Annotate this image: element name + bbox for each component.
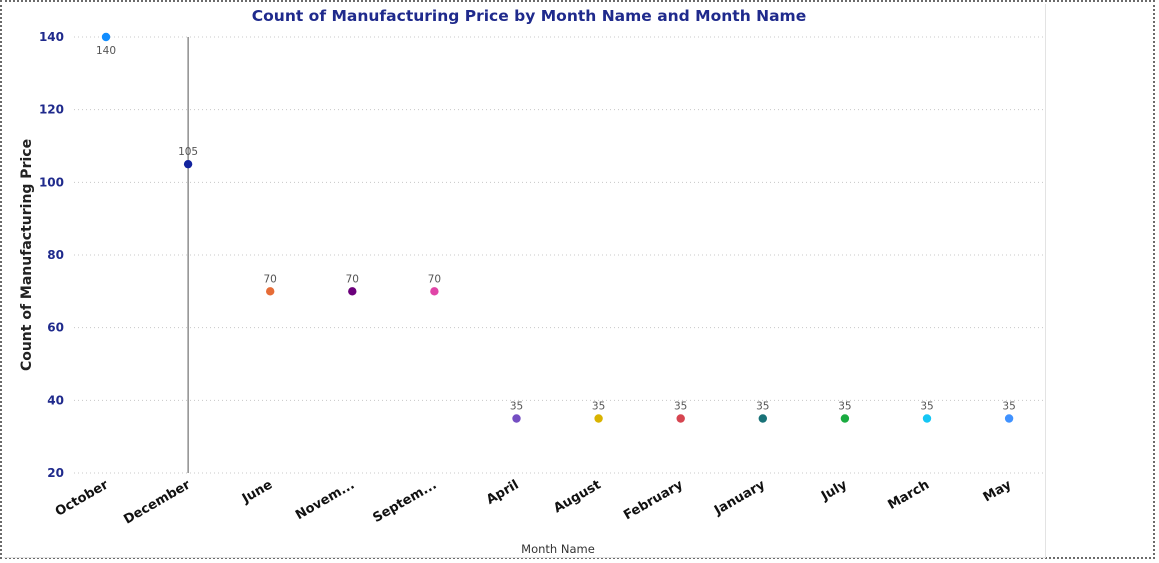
data-label: 35 <box>1002 401 1015 413</box>
data-point <box>183 159 193 169</box>
x-tick-label: December <box>121 477 193 527</box>
data-points: 140 105 70 70 70 35 35 35 35 35 35 35 <box>96 32 1016 423</box>
y-tick-label: 100 <box>39 175 64 189</box>
y-axis-label: Count of Manufacturing Price <box>19 139 35 371</box>
data-point <box>266 287 275 296</box>
gridlines <box>74 36 1043 474</box>
x-tick-label: February <box>621 477 686 523</box>
data-point <box>101 32 111 42</box>
data-point <box>676 414 685 423</box>
x-tick-label: March <box>885 477 932 513</box>
chart-panel <box>4 4 1046 558</box>
x-tick-label: Septem... <box>371 477 440 525</box>
x-tick-label: Novem... <box>293 477 357 523</box>
y-tick-label: 140 <box>39 30 64 44</box>
x-tick-label: August <box>551 477 603 516</box>
data-point <box>1004 414 1014 423</box>
y-tick-label: 120 <box>39 103 64 117</box>
data-point <box>512 414 521 423</box>
x-tick-label: January <box>711 477 768 519</box>
data-label: 70 <box>264 273 277 285</box>
data-label: 105 <box>178 146 198 158</box>
data-label: 140 <box>96 45 116 57</box>
x-tick-label: April <box>484 477 522 507</box>
x-axis-ticks: October December June Novem... Septem... Apri… <box>53 477 1015 527</box>
y-tick-label: 60 <box>47 321 64 335</box>
data-label: 35 <box>592 401 605 413</box>
data-point <box>758 414 767 423</box>
x-axis-label: Month Name <box>521 542 595 556</box>
x-tick-label: May <box>981 477 1015 505</box>
data-label: 35 <box>510 401 523 413</box>
data-label: 35 <box>838 401 851 413</box>
data-point <box>840 414 850 423</box>
data-label: 35 <box>756 401 769 413</box>
y-tick-label: 40 <box>47 393 64 407</box>
y-tick-label: 80 <box>47 248 64 262</box>
x-tick-label: June <box>239 477 275 507</box>
y-tick-label: 20 <box>47 466 64 480</box>
data-point <box>594 414 603 423</box>
data-label: 35 <box>920 401 933 413</box>
data-label: 70 <box>346 273 359 285</box>
x-tick-label: October <box>53 477 112 520</box>
x-tick-label: July <box>818 477 850 504</box>
data-label: 70 <box>428 273 441 285</box>
data-point <box>430 287 439 296</box>
data-point <box>922 414 932 423</box>
chart-title: Count of Manufacturing Price by Month Na… <box>252 7 806 25</box>
y-axis-ticks: 20 40 60 80 100 120 140 <box>39 30 64 480</box>
data-point <box>348 287 357 296</box>
data-label: 35 <box>674 401 687 413</box>
